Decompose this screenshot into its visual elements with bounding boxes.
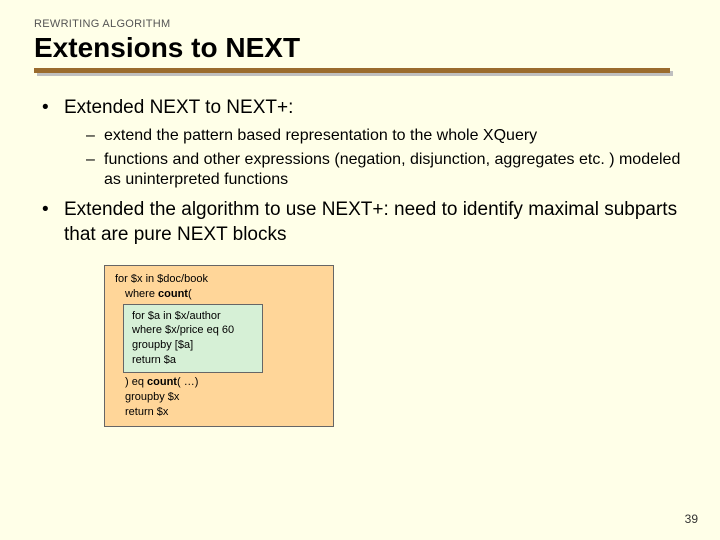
code-line: return $a — [132, 353, 256, 368]
bullet-text: Extended the algorithm to use NEXT+: nee… — [64, 199, 677, 244]
code-line: groupby $x — [115, 390, 325, 405]
code-line: return $x — [115, 405, 325, 420]
code-block-inner: for $a in $x/author where $x/price eq 60… — [123, 304, 263, 373]
bullet-item: Extended NEXT to NEXT+: extend the patte… — [42, 96, 686, 190]
code-text: ) eq — [125, 376, 147, 388]
page-title: Extensions to NEXT — [34, 32, 686, 64]
kicker: REWRITING ALGORITHM — [34, 18, 686, 30]
code-line: ) eq count( …) — [115, 375, 325, 390]
code-text: ( …) — [177, 376, 198, 388]
code-line: where $x/price eq 60 — [132, 323, 256, 338]
page-number: 39 — [685, 512, 698, 526]
bullet-list: Extended NEXT to NEXT+: extend the patte… — [34, 96, 686, 247]
code-text: ( — [188, 288, 192, 300]
code-line: for $x in $doc/book — [115, 272, 325, 287]
code-line: groupby [$a] — [132, 338, 256, 353]
sub-item: extend the pattern based representation … — [86, 126, 686, 146]
sub-item: functions and other expressions (negatio… — [86, 150, 686, 190]
bullet-text: Extended NEXT to NEXT+: — [64, 97, 293, 118]
code-line: for $a in $x/author — [132, 309, 256, 324]
code-keyword: count — [158, 288, 188, 300]
code-keyword: count — [147, 376, 177, 388]
divider — [34, 68, 686, 78]
sub-list: extend the pattern based representation … — [64, 126, 686, 190]
code-text: where — [125, 288, 158, 300]
bullet-item: Extended the algorithm to use NEXT+: nee… — [42, 198, 686, 247]
code-block-outer: for $x in $doc/book where count( for $a … — [104, 265, 334, 427]
code-line: where count( — [115, 287, 325, 302]
